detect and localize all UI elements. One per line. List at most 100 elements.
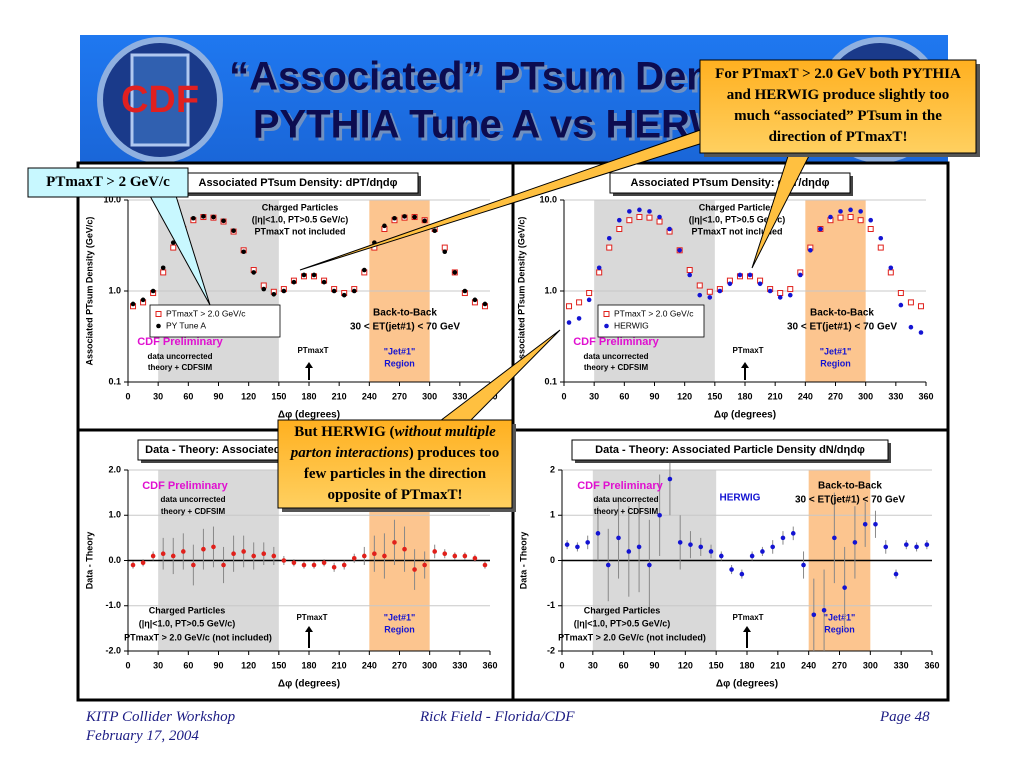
annotation: PTmaxT not included (691, 226, 782, 236)
point (221, 218, 226, 224)
point (686, 267, 693, 274)
x-tick-label: 270 (832, 660, 847, 670)
point (898, 302, 904, 308)
x-tick-label: 60 (619, 660, 629, 670)
x-tick-label: 0 (125, 660, 130, 670)
x-tick-label: 30 (588, 660, 598, 670)
point (818, 226, 823, 232)
point (595, 531, 601, 536)
point (749, 553, 755, 559)
y-tick-label: 10.0 (103, 194, 121, 204)
point (576, 299, 583, 306)
callout-text: ) produces too few particles in the dire… (303, 445, 500, 503)
point (351, 288, 357, 294)
y-tick-label: 10.0 (539, 194, 557, 204)
point (482, 301, 488, 307)
logo-left: CDF (97, 37, 223, 163)
point (696, 282, 703, 289)
point (140, 297, 146, 303)
point (883, 544, 889, 550)
callout-text: without multiple parton interactions (290, 424, 496, 461)
point (586, 297, 592, 303)
x-tick-label: 90 (213, 391, 223, 401)
x-axis-label: Δφ (degrees) (278, 679, 340, 690)
callout-box (277, 419, 513, 509)
x-tick-label: 0 (125, 391, 130, 401)
point (362, 553, 367, 559)
point (617, 217, 622, 223)
point (201, 546, 206, 552)
point (422, 218, 427, 224)
point (914, 544, 919, 550)
y-tick-label: 1.0 (544, 285, 557, 295)
y-axis-label: Data - Theory (518, 532, 528, 590)
point (382, 553, 387, 559)
point (888, 265, 894, 271)
callout-box (27, 167, 189, 198)
point (801, 562, 806, 568)
point (867, 226, 874, 233)
point (181, 549, 186, 554)
point (821, 607, 827, 613)
x-tick-label: 330 (452, 660, 467, 670)
annotation: theory + CDFSIM (161, 507, 226, 516)
point (271, 291, 277, 297)
point (291, 560, 297, 566)
x-tick-label: 150 (707, 391, 722, 401)
x-tick-label: 210 (768, 391, 783, 401)
x-tick-label: 270 (828, 391, 843, 401)
point (412, 214, 417, 220)
footer-center: Rick Field - Florida/CDF (420, 709, 575, 725)
point (160, 265, 166, 271)
point (787, 286, 794, 293)
arrow-head (305, 626, 313, 632)
annotation: data uncorrected (148, 352, 213, 361)
point (191, 215, 196, 221)
annotation: CDF Preliminary (137, 336, 223, 348)
annotation: PTmaxT > 2.0 GeV/c (not included) (124, 632, 272, 642)
x-tick-label: 210 (332, 391, 347, 401)
x-tick-label: 270 (392, 391, 407, 401)
y-tick-label: 0.1 (544, 376, 557, 386)
point (719, 553, 724, 559)
point (739, 571, 745, 577)
point (576, 316, 582, 321)
x-tick-label: 120 (678, 660, 693, 670)
annotation: Charged Particles (584, 605, 661, 615)
point (606, 235, 612, 241)
point (261, 286, 267, 292)
band-label: "Jet#1" (384, 346, 416, 356)
annotation: Back-to-Back (373, 308, 437, 319)
point (616, 535, 621, 541)
legend-label: PTmaxT > 2.0 GeV/c (166, 308, 246, 318)
point (241, 549, 246, 554)
y-tick-label: -2.0 (105, 645, 121, 655)
y-tick-label: 1 (550, 510, 555, 520)
point (566, 320, 572, 325)
callout-text: But HERWIG (without multiple parton inte… (278, 422, 512, 506)
callout-box (699, 59, 977, 154)
annotation: PTmaxT not included (254, 226, 345, 236)
point (862, 522, 868, 527)
x-tick-label: 0 (561, 391, 566, 401)
x-tick-label: 90 (649, 391, 659, 401)
annotation: CDF Preliminary (573, 336, 659, 348)
annotation: Charged Particles (699, 202, 776, 212)
annotation: Charged Particles (262, 202, 339, 212)
point (362, 267, 367, 273)
point (442, 249, 448, 255)
band-label: Region (824, 624, 855, 634)
point (251, 553, 256, 559)
annotation: PTmaxT > 2.0 GeV/c (not included) (558, 632, 706, 642)
point (687, 272, 692, 278)
band-label: Region (820, 358, 851, 368)
point (832, 535, 837, 541)
x-tick-label: 240 (362, 660, 377, 670)
point (842, 585, 847, 590)
annotation: data uncorrected (594, 495, 659, 504)
y-tick-label: -2 (547, 645, 555, 655)
point (924, 542, 930, 547)
annotation: 30 < ET(jet#1) < 70 GeV (795, 495, 905, 506)
y-axis-label: Associated PTsum Density (GeV/c) (84, 217, 94, 366)
